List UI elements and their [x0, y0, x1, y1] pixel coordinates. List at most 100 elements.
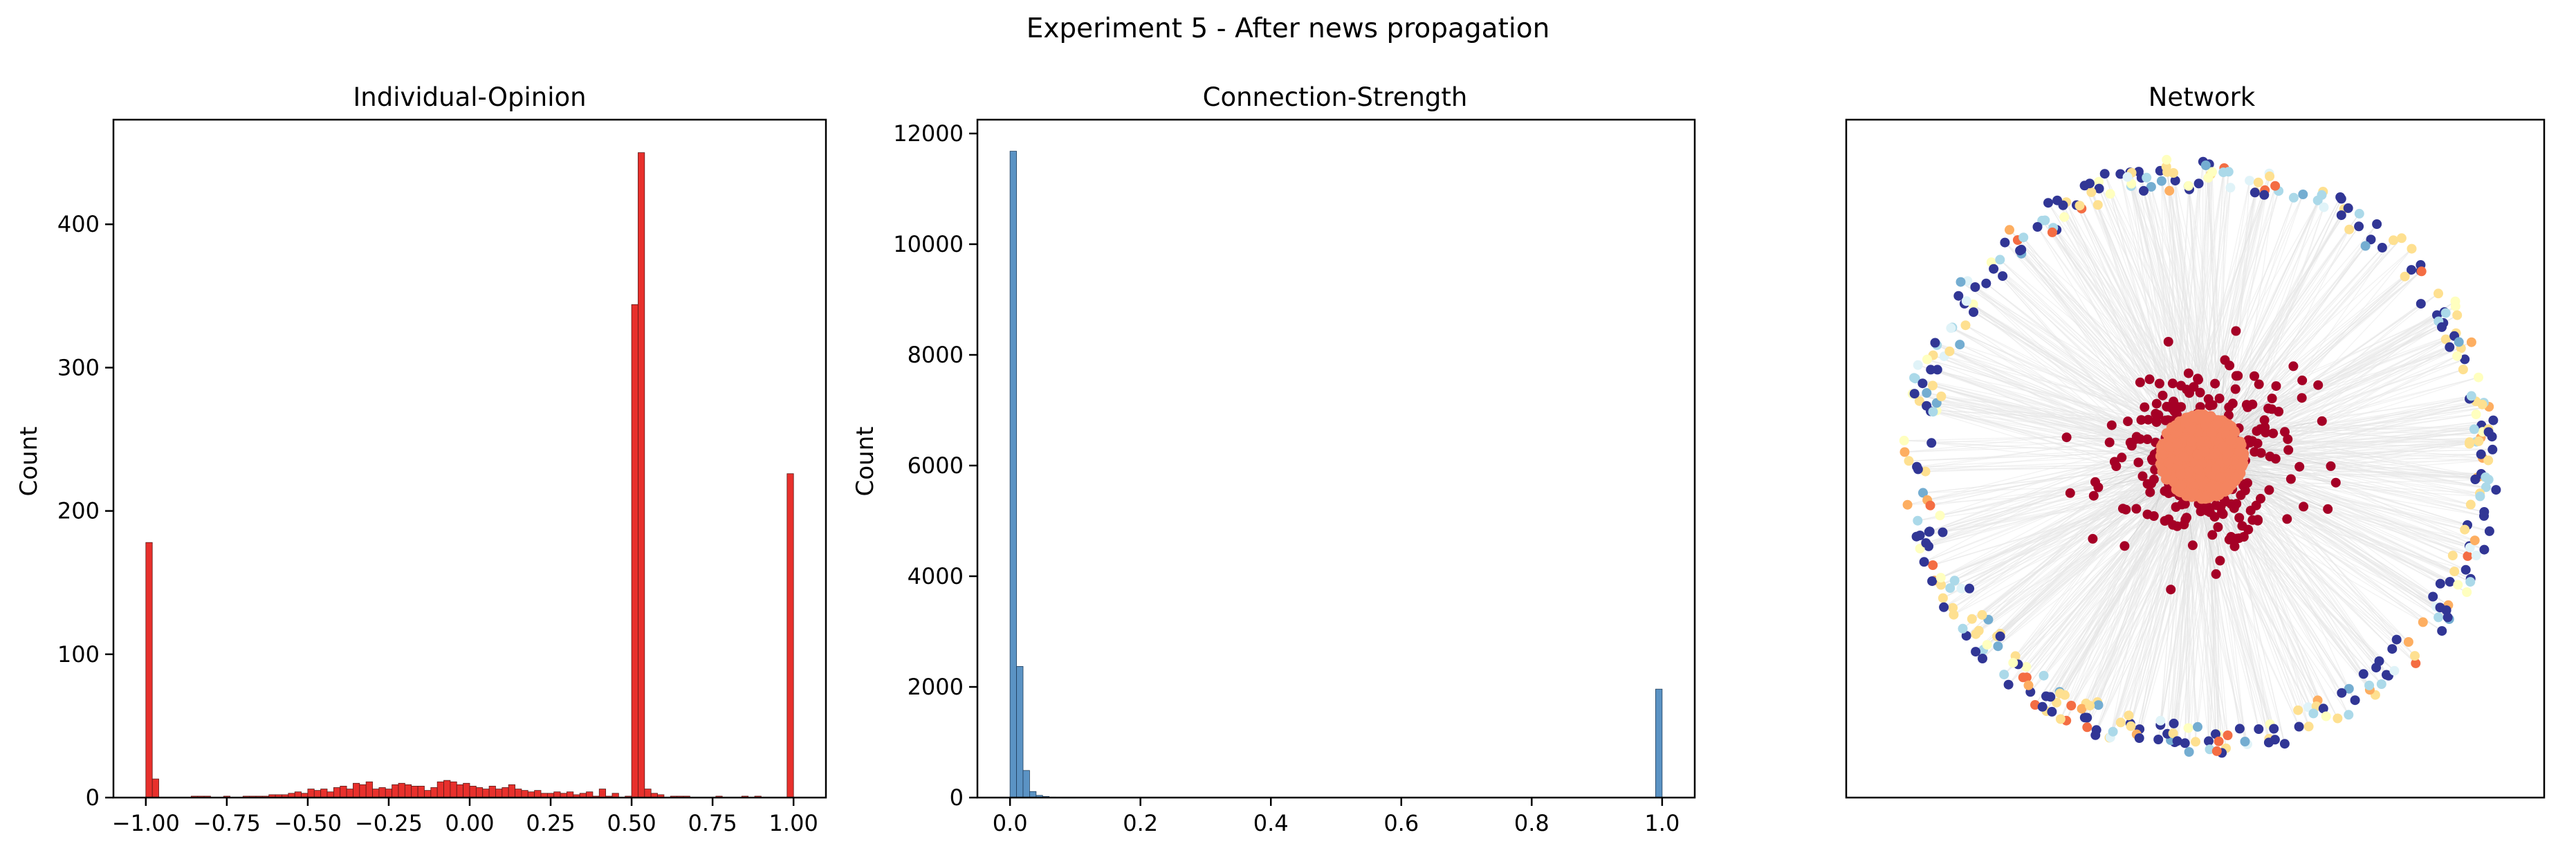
- network-node: [2142, 172, 2152, 183]
- network-node: [2151, 409, 2161, 419]
- network-node: [2449, 567, 2460, 577]
- network-node: [2196, 506, 2206, 517]
- network-node: [1924, 526, 1935, 537]
- network-node: [2144, 374, 2155, 385]
- network-node: [1977, 609, 1987, 620]
- network-edge: [1975, 286, 2195, 459]
- opinion-bar: [372, 789, 380, 798]
- network-node: [2183, 181, 2193, 191]
- opinion-bar: [495, 789, 503, 798]
- network-node: [2094, 183, 2104, 194]
- network-node: [2160, 516, 2170, 526]
- network-node: [2465, 577, 2476, 587]
- network-node: [2483, 455, 2494, 466]
- network-node: [2321, 711, 2331, 721]
- network-node: [2452, 310, 2463, 320]
- network-node: [2167, 378, 2178, 389]
- network-node: [2267, 394, 2277, 403]
- connection-x-tick-label: 1.0: [1644, 810, 1680, 836]
- opinion-y-tick-label: 300: [57, 354, 100, 380]
- connection-y-tick-label: 6000: [908, 452, 964, 479]
- connection-y-tick-label: 2000: [908, 674, 964, 700]
- network-edge: [2207, 477, 2218, 751]
- network-edge: [2207, 455, 2356, 701]
- network-node: [2202, 501, 2212, 511]
- network-node: [1999, 670, 2009, 680]
- network-node: [1921, 538, 1931, 548]
- network-node: [2274, 407, 2284, 416]
- opinion-y-tick-label: 400: [57, 211, 100, 237]
- network-node: [1965, 583, 1975, 594]
- network-node: [2126, 721, 2136, 731]
- opinion-x-tick-label: −0.50: [274, 810, 342, 836]
- opinion-bar: [508, 784, 515, 798]
- network-edge: [2206, 207, 2325, 442]
- network-node: [2162, 401, 2172, 412]
- network-node: [2437, 322, 2447, 332]
- network-node: [2317, 416, 2327, 426]
- opinion-bar: [598, 789, 607, 798]
- network-node: [1913, 360, 1923, 370]
- network-node: [1928, 380, 1938, 391]
- opinion-bar: [475, 787, 484, 798]
- network-plot-frame: [1845, 118, 2546, 799]
- connection-y-tick-label: 10000: [893, 231, 964, 257]
- connection-axis-ticks: 0.0 0.2 0.4 0.6 0.8 1.0 0 2000 4000 6000 8000 10000…: [893, 120, 1680, 836]
- network-edge: [2216, 450, 2448, 618]
- network-node: [2210, 378, 2220, 389]
- network-node: [1899, 435, 1909, 445]
- opinion-bars: [145, 152, 794, 798]
- opinion-bar: [469, 786, 477, 798]
- network-node: [2059, 212, 2070, 222]
- network-node: [2411, 658, 2421, 668]
- network-node: [2234, 445, 2245, 457]
- network-edge: [2023, 237, 2190, 445]
- network-node: [2484, 526, 2494, 536]
- network-node: [2453, 580, 2463, 590]
- opinion-bar: [430, 787, 438, 798]
- network-node: [2330, 477, 2341, 488]
- network-node: [2264, 485, 2274, 495]
- network-node: [2253, 177, 2263, 187]
- network-node: [2193, 374, 2203, 385]
- network-node: [2090, 730, 2101, 740]
- opinion-bar: [631, 304, 638, 798]
- network-node: [2243, 478, 2252, 488]
- network-node: [2470, 475, 2481, 484]
- network-node: [2247, 399, 2258, 410]
- network-edge: [1940, 436, 2175, 516]
- network-edge: [2143, 190, 2218, 454]
- network-node: [1922, 388, 1932, 398]
- network-edge: [2204, 190, 2265, 430]
- network-node: [2146, 182, 2156, 192]
- network-node: [2313, 380, 2324, 390]
- connection-plot-frame: [976, 118, 1696, 799]
- network-node: [1935, 511, 1945, 521]
- network-node: [2403, 637, 2413, 647]
- network-node: [2476, 449, 2486, 459]
- network-node: [2099, 169, 2110, 179]
- network-node: [1955, 340, 1965, 350]
- network-node: [2211, 500, 2221, 511]
- network-node: [1956, 277, 1966, 287]
- network-node: [2252, 426, 2262, 436]
- network-edge: [2008, 461, 2173, 686]
- network-node: [2191, 737, 2200, 747]
- network-edge: [2019, 250, 2178, 437]
- network-node: [2285, 474, 2296, 484]
- opinion-bar: [521, 790, 528, 798]
- network-node: [2142, 434, 2153, 444]
- network-node: [2407, 243, 2417, 254]
- connection-x-tick-label: 0.2: [1123, 810, 1158, 836]
- network-edge: [2169, 161, 2204, 443]
- network-node: [2023, 680, 2034, 690]
- network-edge: [2056, 229, 2176, 472]
- network-node: [2350, 695, 2360, 706]
- network-node: [1904, 456, 1914, 466]
- connection-bar: [1655, 688, 1663, 798]
- network-node: [2154, 378, 2164, 389]
- opinion-axis-ticks: −1.00 −0.75 −0.50 −0.25 0.00 0.25 0.50 0.75 1.00…: [57, 211, 818, 836]
- network-node: [2172, 736, 2182, 746]
- network-node: [1982, 640, 1992, 650]
- network-node: [2474, 372, 2483, 383]
